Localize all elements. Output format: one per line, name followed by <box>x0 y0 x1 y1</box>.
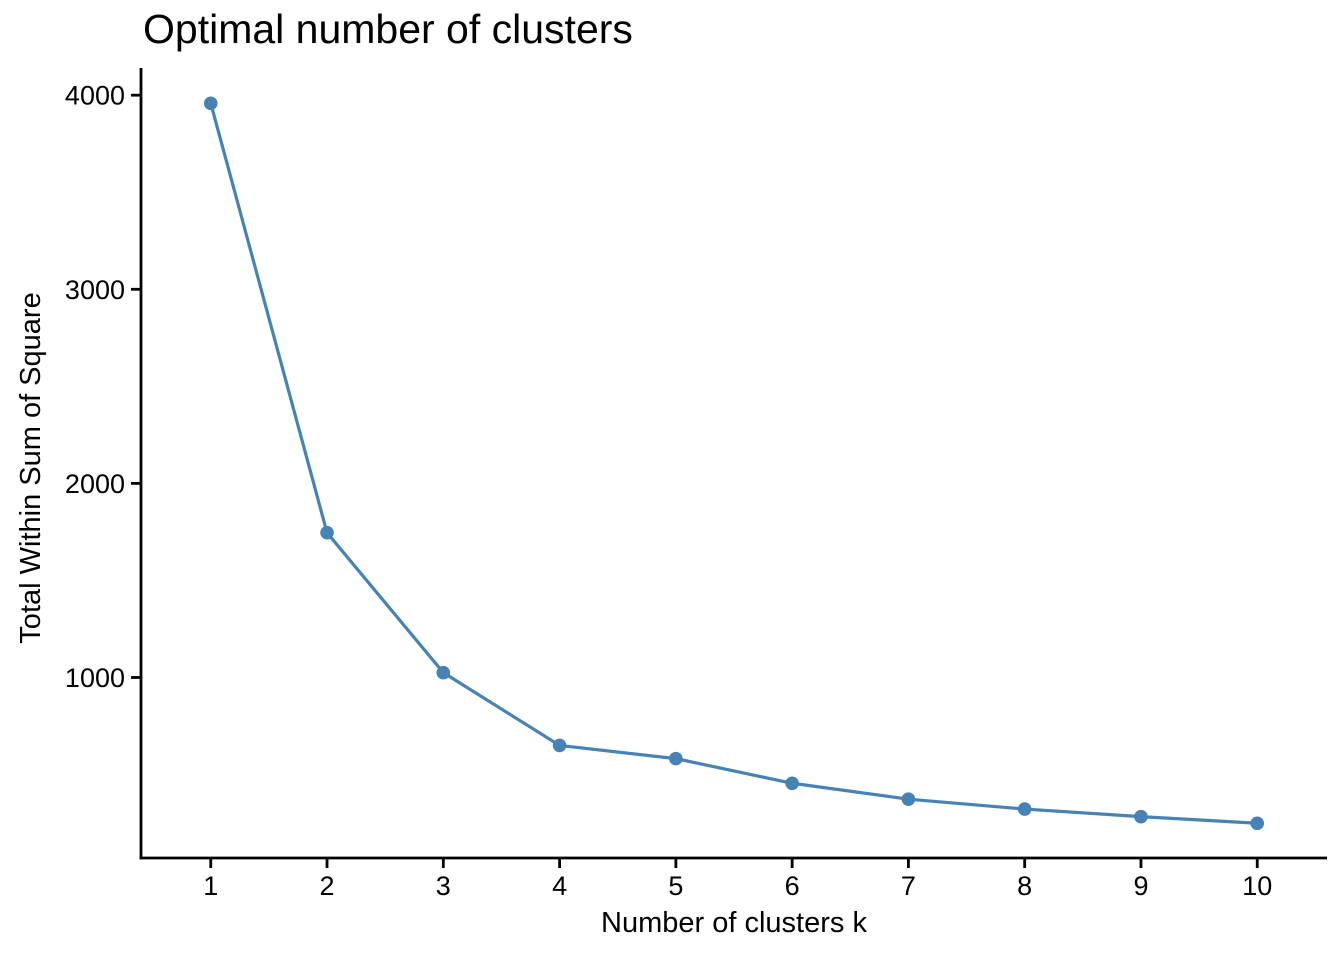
x-tick-label: 8 <box>1017 871 1032 901</box>
x-tick-label: 6 <box>785 871 800 901</box>
data-point <box>1017 802 1032 816</box>
y-tick-label: 2000 <box>65 469 125 499</box>
x-tick-label: 4 <box>552 871 567 901</box>
x-tick-label: 3 <box>436 871 451 901</box>
chart-title: Optimal number of clusters <box>143 6 633 52</box>
wss-line <box>209 101 1259 825</box>
y-tick-label: 1000 <box>65 663 125 693</box>
x-axis-title: Number of clusters k <box>601 907 867 939</box>
data-point <box>1250 816 1265 831</box>
x-tick-label: 2 <box>320 871 335 901</box>
data-point <box>436 665 451 680</box>
x-tick-label: 7 <box>901 871 916 901</box>
x-axis: 1 2 3 4 5 6 7 8 9 10 <box>139 856 1327 901</box>
x-tick-label: 5 <box>668 871 683 901</box>
data-point <box>901 792 916 806</box>
y-tick-label: 4000 <box>65 81 125 111</box>
data-point <box>785 776 799 791</box>
y-axis-title: Total Within Sum of Square <box>15 292 47 643</box>
data-point <box>203 96 218 111</box>
data-point <box>552 738 567 753</box>
y-axis: 1000 2000 3000 4000 <box>65 68 143 860</box>
x-tick-label: 9 <box>1133 871 1148 901</box>
data-point <box>1134 809 1148 824</box>
y-tick-label: 3000 <box>65 275 125 305</box>
x-tick-label: 10 <box>1242 871 1272 901</box>
data-series <box>203 96 1265 831</box>
x-tick-label: 1 <box>203 871 218 901</box>
data-point <box>669 751 683 766</box>
data-point <box>320 525 334 540</box>
